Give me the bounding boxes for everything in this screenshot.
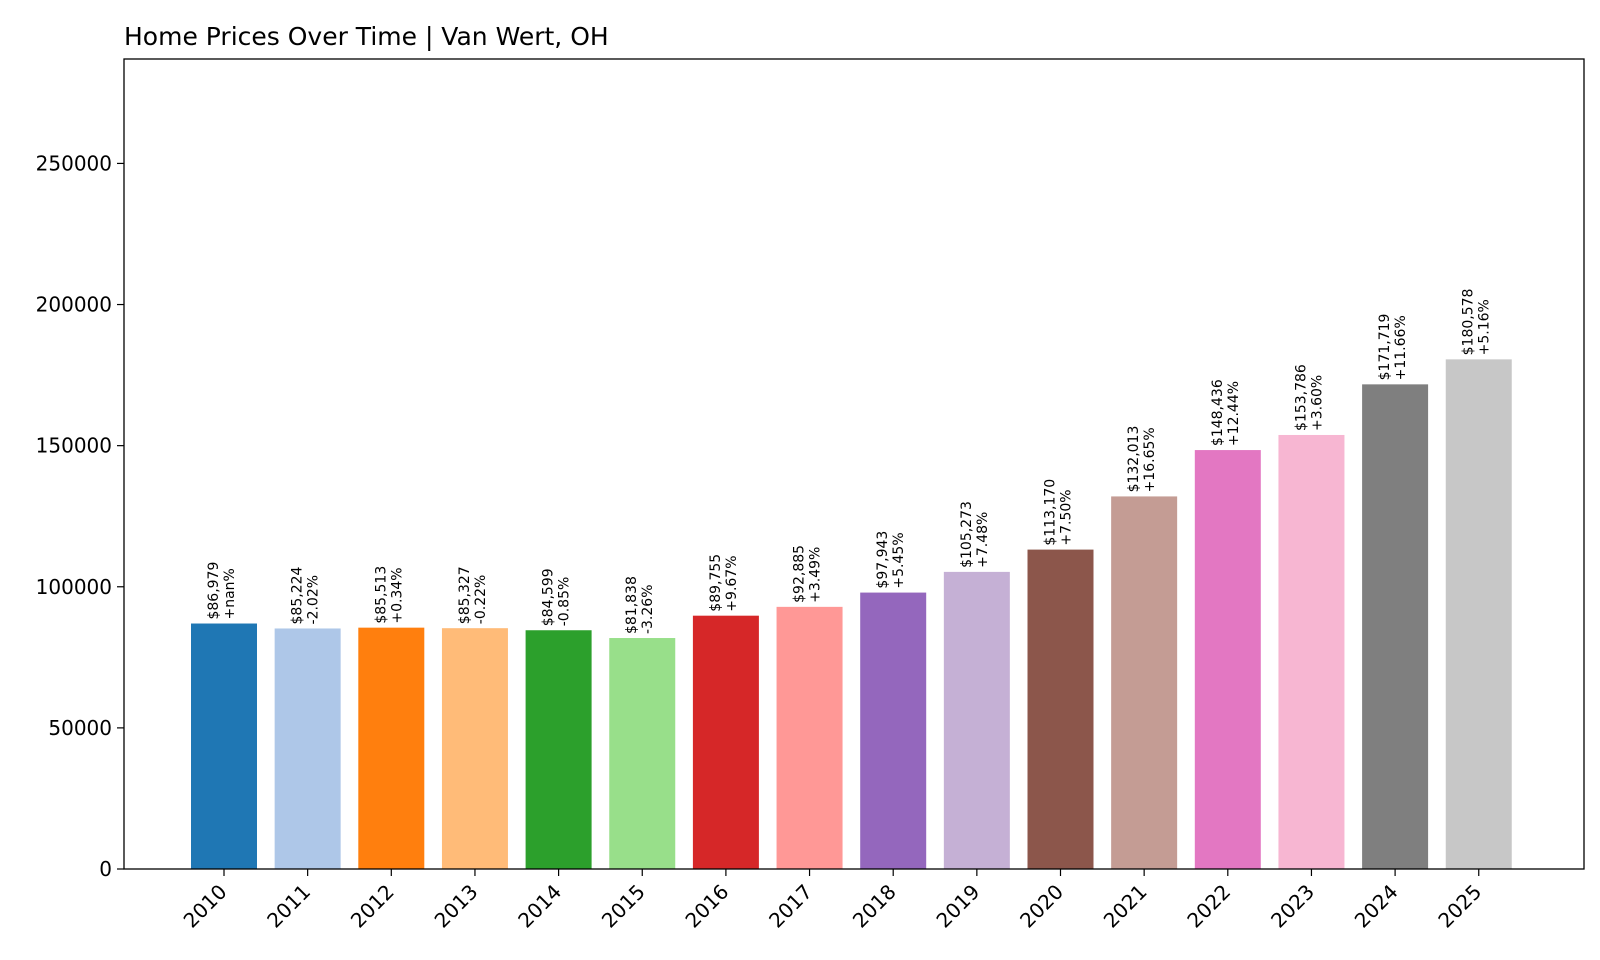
bar-price-label: $86,979 [206,562,222,620]
bar-change-label: +5.45% [891,532,907,588]
x-tick-label: 2023 [1266,880,1319,933]
y-axis: 0 50000 100000 150000 200000 250000 [36,151,124,881]
bar-change-label: +7.48% [975,512,991,568]
x-tick-label: 2019 [931,880,984,933]
x-tick-label: 2012 [346,880,399,933]
bar-change-label: +3.60% [1309,375,1325,431]
bar-2022 [1194,450,1261,869]
bar-2011 [274,628,341,869]
bar-2013 [441,628,508,869]
bar-change-label: +9.67% [724,555,740,611]
x-tick-label: 2017 [764,880,817,933]
bar-2019 [943,571,1010,869]
bar-price-label: $85,224 [290,566,306,624]
y-tick-label: 100000 [36,575,112,599]
bar-2015 [609,638,676,869]
y-tick-label: 0 [99,857,112,881]
bar-price-label: $97,943 [875,531,891,589]
x-tick-label: 2010 [179,880,232,933]
bar-price-label: $105,273 [959,501,975,568]
bar-price-label: $132,013 [1126,426,1142,493]
bar-change-label: +7.50% [1059,489,1075,545]
bar-2020 [1027,549,1094,869]
bar-change-label: +0.34% [389,567,405,623]
bar-change-label: +5.16% [1477,299,1493,355]
bar-price-label: $180,578 [1461,289,1477,356]
plot-frame [123,58,1585,870]
bar-change-label: -3.26% [640,584,656,634]
y-tick-label: 250000 [36,151,112,175]
x-tick-label: 2025 [1433,880,1486,933]
x-tick-label: 2022 [1182,880,1235,933]
bar-2016 [692,615,759,869]
bar-price-label: $92,885 [792,545,808,603]
x-tick-label: 2014 [513,880,566,933]
x-tick-label: 2013 [430,880,483,933]
bars-group: $86,979 +nan% $85,224 -2.02% $85,513 +0.34% $8… [191,289,1512,869]
bar-2012 [358,627,425,869]
bar-price-label: $89,755 [708,554,724,612]
bar-2021 [1111,496,1178,869]
y-tick-label: 50000 [48,716,112,740]
x-tick-label: 2016 [680,880,733,933]
bar-price-label: $85,327 [457,566,473,624]
bar-price-label: $148,436 [1210,379,1226,446]
x-tick-label: 2020 [1015,880,1068,933]
x-tick-label: 2011 [262,880,315,933]
bar-change-label: -2.02% [306,575,322,625]
bar-2025 [1445,359,1512,869]
x-tick-label: 2021 [1099,880,1152,933]
bar-2017 [776,606,843,869]
y-tick-label: 200000 [36,293,112,317]
y-tick-label: 150000 [36,434,112,458]
bar-price-label: $84,599 [541,568,557,626]
bar-price-label: $153,786 [1293,364,1309,431]
bar-price-label: $81,838 [624,576,640,634]
bar-price-label: $171,719 [1377,314,1393,381]
x-tick-label: 2015 [597,880,650,933]
bar-change-label: +16.65% [1142,427,1158,492]
bar-price-label: $113,170 [1043,479,1059,546]
bar-2024 [1362,384,1429,869]
bar-change-label: +12.44% [1226,381,1242,446]
x-axis: 2010 2011 2012 2013 2014 2015 2016 2017 2018 2019… [179,869,1486,933]
bar-2018 [860,592,927,869]
bar-change-label: -0.22% [473,575,489,625]
bar-2010 [191,623,257,869]
bar-change-label: -0.85% [557,577,573,627]
bar-2023 [1278,434,1345,869]
bar-change-label: +nan% [222,568,238,619]
x-tick-label: 2024 [1350,880,1403,933]
bar-price-label: $85,513 [373,566,389,624]
bar-change-label: +11.66% [1393,315,1409,380]
bar-change-label: +3.49% [808,547,824,603]
bar-2014 [525,630,592,869]
x-tick-label: 2018 [848,880,901,933]
chart-title: Home Prices Over Time | Van Wert, OH [124,22,609,51]
